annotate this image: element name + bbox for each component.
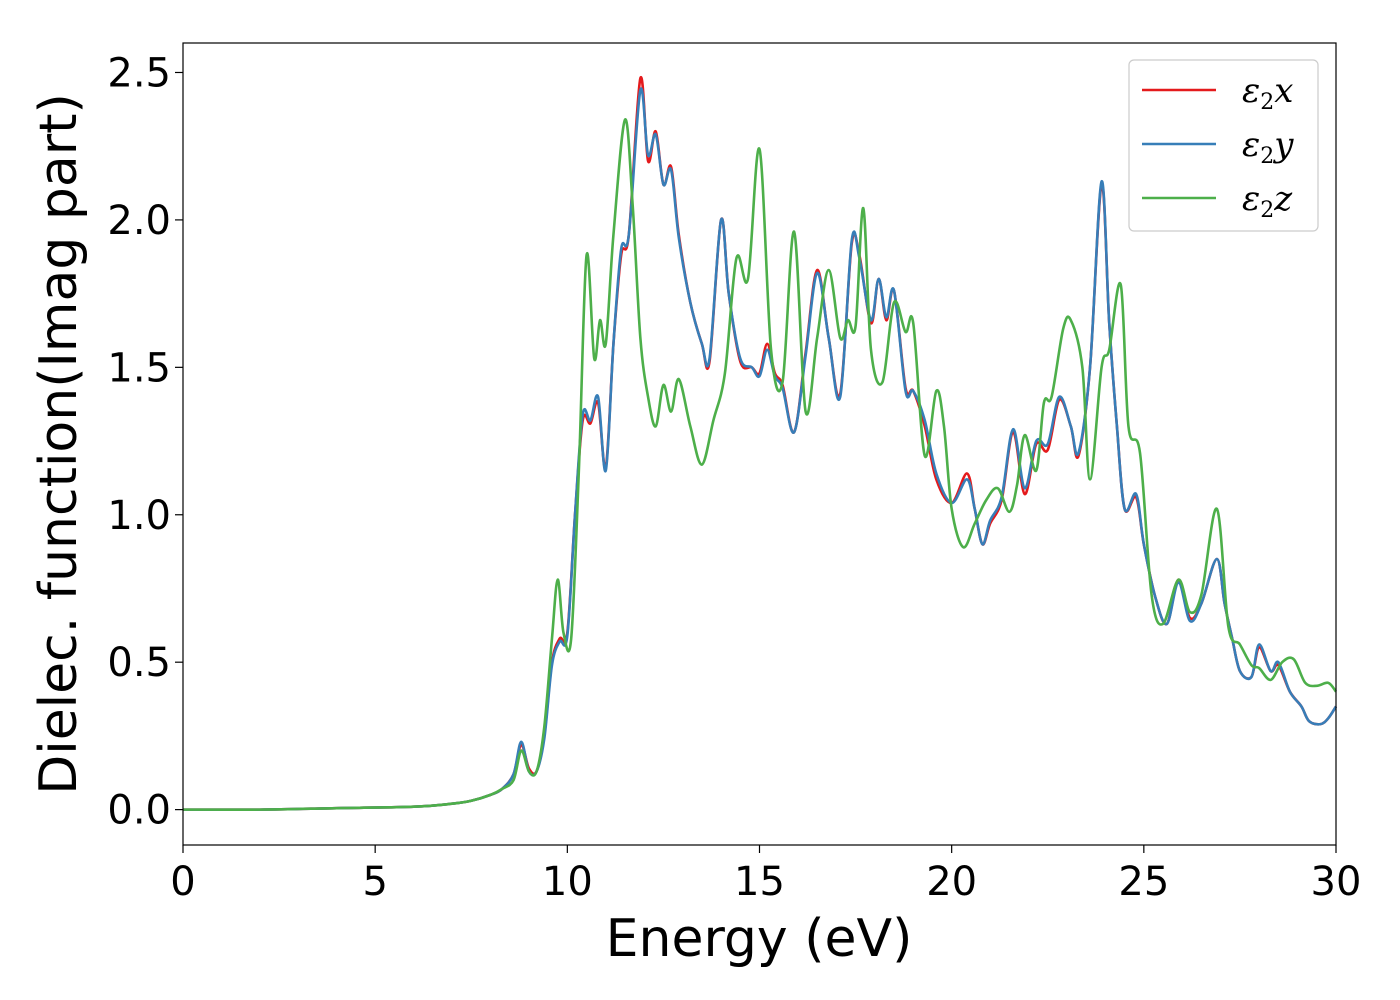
x-tick-label: 20 [926,859,977,905]
legend-label: ε2z [1242,179,1293,223]
legend-box [1128,59,1319,232]
y-tick-label: 0.5 [107,640,171,686]
x-tick-label: 30 [1311,859,1362,905]
y-tick-label: 0.0 [107,788,171,834]
series-line-z [182,118,1338,812]
y-tick-label: 1.0 [107,493,171,539]
x-axis-title: Energy (eV) [606,909,913,969]
y-tick-label: 1.5 [107,345,171,391]
x-tick-label: 15 [734,859,785,905]
y-tick-label: 2.0 [107,198,171,244]
legend-label: ε2y [1242,125,1294,169]
y-axis-ticks: 0.0 0.5 1.0 1.5 2.0 2.5 [107,50,183,834]
series-layer [182,76,1338,812]
x-tick-label: 5 [362,859,387,905]
y-tick-label: 2.5 [107,50,171,96]
x-tick-label: 0 [170,859,195,905]
legend: ε2x ε2y ε2z [1128,59,1319,232]
x-tick-label: 25 [1118,859,1169,905]
y-axis-title: Dielec. function(Imag part) [29,93,89,795]
x-axis-ticks: 0 5 10 15 20 25 30 [170,845,1361,905]
legend-label: ε2x [1242,71,1293,115]
x-tick-label: 10 [542,859,593,905]
series-line-y [182,87,1338,812]
